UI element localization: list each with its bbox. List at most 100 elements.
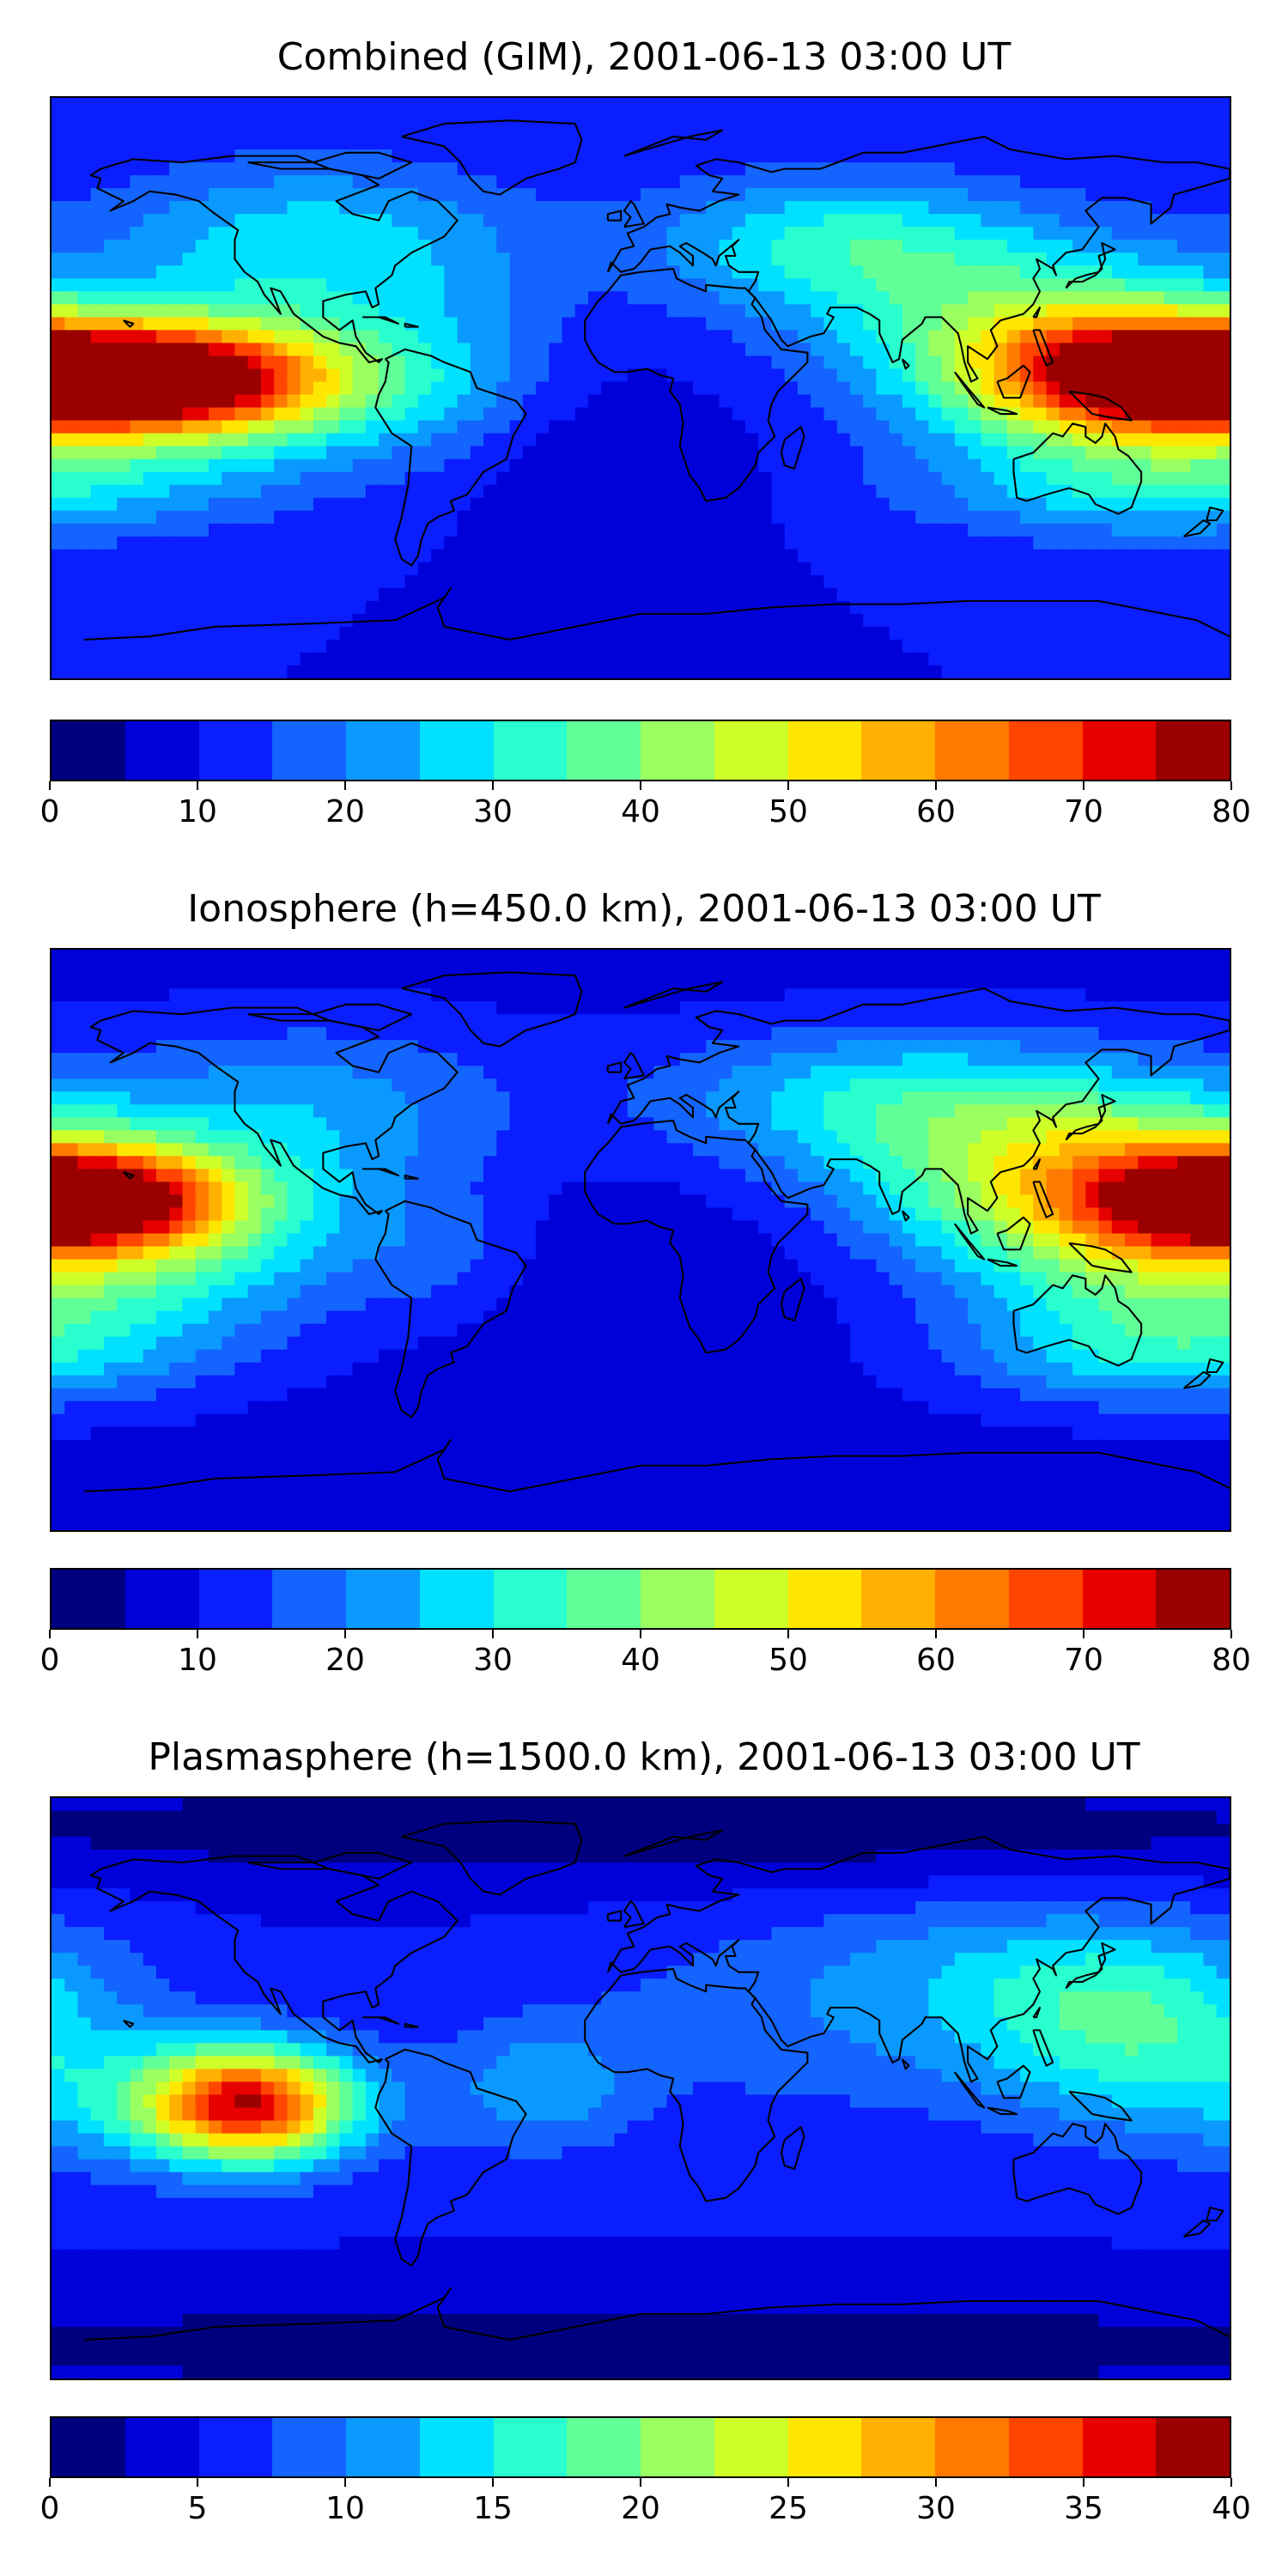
contour-cell [195, 975, 210, 990]
contour-cell [496, 549, 511, 563]
contour-cell [444, 304, 459, 319]
contour-cell [52, 343, 66, 357]
contour-cell [208, 394, 223, 409]
contour-cell [981, 1040, 995, 1054]
contour-cell [496, 471, 511, 486]
contour-cell [562, 1027, 576, 1042]
contour-cell [1111, 188, 1127, 203]
contour-cell [993, 252, 1008, 267]
contour-cell [641, 188, 655, 203]
contour-cell [339, 988, 354, 1003]
contour-cell [588, 304, 603, 319]
contour-cell [928, 587, 943, 602]
contour-cell [444, 407, 459, 422]
contour-cell [928, 252, 943, 267]
contour-cell [392, 639, 406, 654]
coastline [362, 316, 400, 325]
contour-cell [483, 523, 498, 538]
contour-cell [300, 227, 315, 241]
contour-cell [784, 471, 799, 486]
contour-cell [915, 162, 930, 177]
contour-cell [117, 368, 131, 383]
contour-cell [404, 665, 419, 678]
contour-cell [588, 368, 603, 383]
contour-cell [496, 1014, 511, 1029]
contour-cell [379, 394, 393, 409]
contour-cell [823, 330, 838, 344]
contour-cell [876, 188, 890, 203]
contour-cell [1046, 278, 1060, 293]
contour-cell [849, 201, 865, 216]
contour-cell [509, 459, 524, 473]
contour-cell [143, 1040, 158, 1054]
contour-cell [195, 201, 210, 216]
contour-cell [823, 111, 838, 125]
contour-cell [287, 381, 301, 396]
contour-cell [1138, 304, 1152, 319]
contour-cell [941, 471, 957, 486]
contour-cell [1216, 330, 1230, 344]
contour-cell [169, 381, 184, 396]
contour-cell [1125, 214, 1139, 228]
contour-cell [1151, 291, 1165, 306]
contour-cell [928, 975, 943, 990]
contour-cell [169, 201, 184, 216]
contour-cell [313, 497, 328, 512]
contour-cell [1203, 343, 1218, 357]
contour-cell [404, 278, 419, 293]
contour-cell [509, 355, 524, 370]
contour-cell [771, 240, 786, 254]
contour-cell [719, 963, 733, 977]
contour-cell [1190, 420, 1205, 434]
contour-cell [326, 600, 341, 616]
contour-cell [52, 407, 66, 422]
contour-cell [876, 394, 890, 409]
contour-cell [143, 355, 158, 370]
contour-cell [509, 562, 524, 576]
contour-cell [352, 175, 368, 190]
contour-cell [1046, 562, 1060, 576]
contour-cell [692, 613, 708, 629]
contour-cell [1006, 510, 1022, 525]
contour-cell [1111, 600, 1127, 616]
contour-cell [417, 265, 433, 280]
contour-cell [1111, 137, 1127, 151]
contour-cell [1059, 149, 1074, 164]
contour-cell [365, 652, 380, 667]
contour-cell [941, 587, 957, 602]
contour-cell [208, 149, 223, 164]
contour-cell [470, 98, 485, 112]
contour-cell [797, 652, 812, 667]
contour-cell [274, 137, 289, 151]
contour-cell [1125, 433, 1139, 447]
contour-cell [732, 214, 747, 228]
contour-cell [679, 175, 695, 190]
contour-cell [247, 963, 263, 977]
contour-cell [941, 394, 957, 409]
contour-cell [784, 536, 799, 550]
contour-cell [1177, 394, 1192, 409]
contour-cell [77, 433, 92, 447]
contour-cell [77, 484, 92, 499]
contour-cell [274, 562, 289, 576]
contour-cell [365, 639, 380, 654]
contour-cell [666, 1014, 681, 1029]
contour-cell [1046, 446, 1060, 460]
contour-cell [1085, 510, 1100, 525]
contour-cell [641, 963, 655, 977]
contour-cell [130, 240, 144, 254]
contour-cell [470, 639, 485, 654]
contour-cell [863, 963, 878, 977]
contour-cell [811, 988, 825, 1003]
contour-cell [614, 162, 629, 177]
contour-cell [719, 394, 733, 409]
contour-cell [313, 394, 328, 409]
contour-cell [666, 652, 681, 667]
contour-cell [1072, 355, 1087, 370]
contour-cell [234, 665, 249, 678]
contour-cell [601, 988, 616, 1003]
contour-cell [1059, 536, 1074, 550]
contour-cell [417, 227, 433, 241]
contour-cell [234, 950, 249, 964]
contour-cell [928, 1053, 943, 1067]
